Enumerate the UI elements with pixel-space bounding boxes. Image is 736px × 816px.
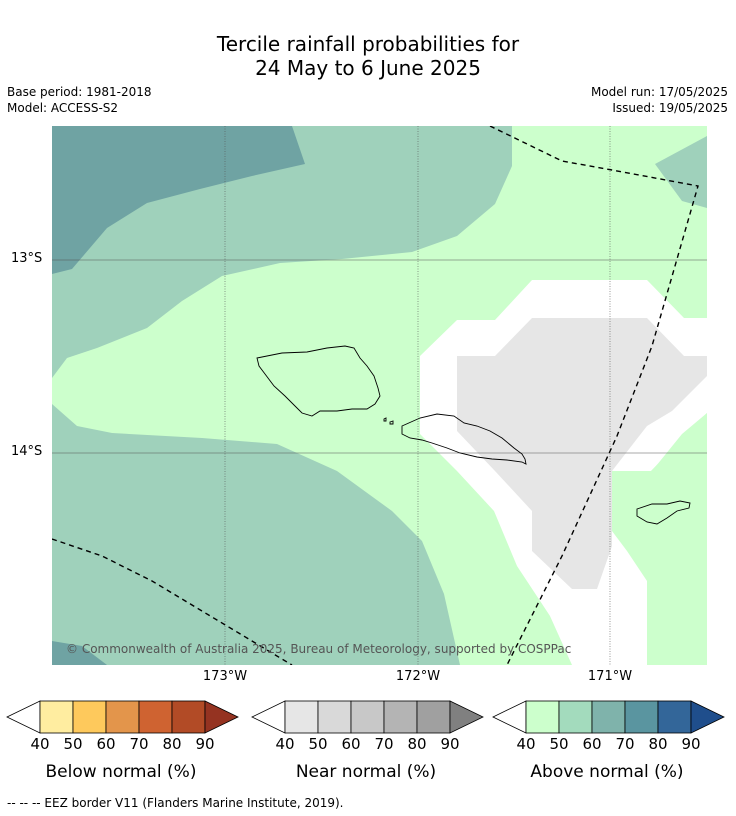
legend-2-swatch-1 — [558, 700, 593, 734]
near-40-region — [457, 318, 707, 589]
map-title-line1: Tercile rainfall probabilities for — [216, 32, 520, 56]
legend-below-normal-title: Below normal (%) — [45, 762, 197, 782]
legend-0-swatch-3 — [138, 700, 173, 734]
lon-label-171w: 171°W — [587, 669, 633, 684]
lon-label-172w: 172°W — [395, 669, 441, 684]
model-run-text: Model run: 17/05/2025 — [590, 85, 728, 99]
above-40-region-east — [649, 413, 707, 578]
legend-0-tick-0: 40 — [30, 735, 50, 753]
legend-0-tick-1: 50 — [63, 735, 83, 753]
lat-label-13s: 13°S — [11, 251, 43, 266]
legend-1-tick-3: 70 — [374, 735, 394, 753]
legend-0-swatch-2 — [105, 700, 140, 734]
legend-above-normal-title: Above normal (%) — [530, 762, 684, 782]
legend-1-over-triangle — [449, 700, 484, 734]
model-text: Model: ACCESS-S2 — [7, 101, 119, 115]
legend-1-tick-5: 90 — [440, 735, 460, 753]
legend-0-tick-4: 80 — [162, 735, 182, 753]
gridlines — [52, 126, 707, 665]
legend-above-normal-colorbar — [492, 700, 725, 734]
legend-colorbars — [6, 700, 725, 734]
islands — [256, 345, 691, 525]
legend-0-under-triangle — [6, 700, 41, 734]
legend-below-normal-colorbar — [6, 700, 239, 734]
legend-2-swatch-4 — [657, 700, 692, 734]
probability-map: © Commonwealth of Australia 2025, Bureau… — [52, 126, 707, 665]
legend-0-swatch-4 — [171, 700, 206, 734]
legend-0-tick-5: 90 — [195, 735, 215, 753]
legend-1-swatch-4 — [416, 700, 451, 734]
map-title-line2: 24 May to 6 June 2025 — [255, 56, 481, 80]
legend-1-swatch-2 — [350, 700, 385, 734]
lat-label-14s: 14°S — [11, 444, 43, 459]
upolu-island — [401, 413, 527, 465]
legend-1-swatch-1 — [317, 700, 352, 734]
manono-island — [383, 417, 387, 422]
eez-border — [52, 126, 699, 665]
legend-2-tick-2: 60 — [582, 735, 602, 753]
legend-0-tick-3: 70 — [129, 735, 149, 753]
eez-border-southwest — [52, 538, 293, 665]
legend-1-tick-1: 50 — [308, 735, 328, 753]
legend-2-swatch-2 — [591, 700, 626, 734]
legend-0-swatch-1 — [72, 700, 107, 734]
above-60-region-southwest — [52, 641, 107, 665]
legend-1-tick-2: 60 — [341, 735, 361, 753]
issued-text: Issued: 19/05/2025 — [612, 101, 728, 115]
legend-1-under-triangle — [251, 700, 286, 734]
legend-2-tick-3: 70 — [615, 735, 635, 753]
legend-2-tick-5: 90 — [681, 735, 701, 753]
eez-border-east — [489, 126, 699, 665]
legend-0-swatch-0 — [39, 700, 74, 734]
legend-near-normal-title: Near normal (%) — [295, 762, 437, 782]
above-50-region-southwest — [52, 404, 460, 665]
legend-2-tick-1: 50 — [549, 735, 569, 753]
legend-near-normal-colorbar — [251, 700, 484, 734]
legend-1-swatch-3 — [383, 700, 418, 734]
legend-2-over-triangle — [690, 700, 725, 734]
legend-1-tick-0: 40 — [275, 735, 295, 753]
legend-2-under-triangle — [492, 700, 527, 734]
legend-2-tick-0: 40 — [516, 735, 536, 753]
eez-footnote: -- -- -- EEZ border V11 (Flanders Marine… — [7, 796, 344, 810]
tutuila-island — [636, 500, 691, 525]
base-period-text: Base period: 1981-2018 — [7, 85, 152, 99]
copyright-text: © Commonwealth of Australia 2025, Bureau… — [66, 642, 571, 656]
legend-0-over-triangle — [204, 700, 239, 734]
above-60-region-northwest — [52, 126, 305, 274]
apolima-island — [389, 420, 394, 425]
savaii-island — [256, 345, 381, 417]
legend-1-tick-4: 80 — [407, 735, 427, 753]
legend-2-swatch-0 — [525, 700, 560, 734]
above-50-region-northeast — [655, 136, 707, 208]
legend-2-tick-4: 80 — [648, 735, 668, 753]
legend-0-tick-2: 60 — [96, 735, 116, 753]
legend-2-swatch-3 — [624, 700, 659, 734]
lon-label-173w: 173°W — [202, 669, 248, 684]
legend-1-swatch-0 — [284, 700, 319, 734]
